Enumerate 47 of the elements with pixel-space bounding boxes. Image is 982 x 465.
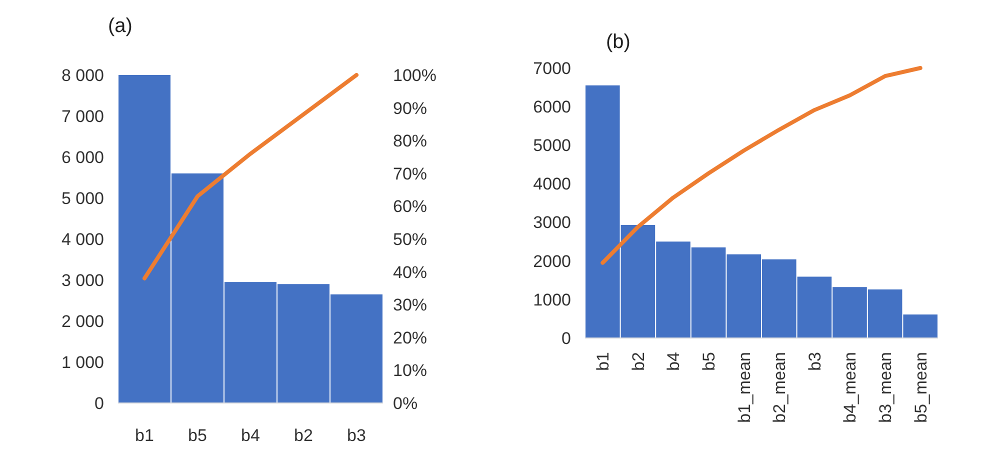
y-tick-label: 5 000 [61, 188, 104, 208]
y2-tick-label: 90% [393, 98, 428, 118]
y-tick-label: 2000 [533, 252, 571, 271]
x-tick-label: b3 [347, 426, 366, 445]
x-tick-label: b4 [241, 426, 260, 445]
y2-tick-label: 20% [393, 328, 428, 348]
y-tick-label: 3000 [533, 213, 571, 232]
y-tick-label: 7 000 [61, 106, 104, 126]
y-tick-label: 6000 [533, 98, 571, 117]
y2-tick-label: 0% [393, 394, 418, 413]
y2-tick-label: 40% [393, 262, 428, 282]
y2-tick-label: 30% [393, 296, 428, 315]
y-tick-label: 8 000 [61, 66, 104, 85]
y-tick-label: 1 000 [61, 352, 104, 372]
x-tick-label: b5 [188, 426, 207, 445]
y2-tick-label: 10% [393, 361, 428, 380]
y-tick-label: 2 000 [61, 312, 104, 331]
x-tick-label: b1_mean [734, 352, 754, 423]
x-tick-label: b1 [135, 426, 154, 445]
chart-title: (b) [606, 31, 630, 53]
x-tick-label: b3_mean [876, 352, 895, 423]
y-tick-label: 4 000 [61, 230, 104, 249]
x-tick-label: b5_mean [911, 352, 930, 423]
x-tick-label: b2_mean [770, 352, 790, 423]
y2-tick-label: 100% [393, 66, 436, 85]
y2-tick-label: 70% [393, 164, 428, 184]
x-tick-label: b2 [628, 352, 648, 371]
y-tick-label: 0 [562, 328, 571, 348]
y-tick-label: 0 [94, 394, 104, 413]
y-tick-label: 4000 [533, 174, 571, 194]
y-tick-label: 3 000 [61, 270, 104, 290]
line-series [600, 66, 922, 265]
y-tick-label: 5000 [533, 136, 571, 156]
y-tick-label: 6 000 [61, 148, 104, 167]
x-tick-label: b1 [594, 352, 613, 371]
x-tick-label: b5 [700, 352, 718, 371]
x-tick-label: b3 [805, 352, 824, 371]
chart-title: (a) [108, 15, 132, 37]
x-tick-label: b4 [664, 352, 684, 371]
x-tick-label: b4_mean [840, 352, 860, 423]
y2-tick-label: 60% [393, 197, 428, 216]
line-series [142, 73, 358, 280]
y-tick-label: 1000 [533, 290, 571, 310]
y-tick-label: 7000 [533, 58, 571, 78]
x-tick-label: b2 [294, 426, 313, 445]
y2-tick-label: 80% [393, 132, 428, 151]
y2-tick-label: 50% [393, 230, 428, 249]
